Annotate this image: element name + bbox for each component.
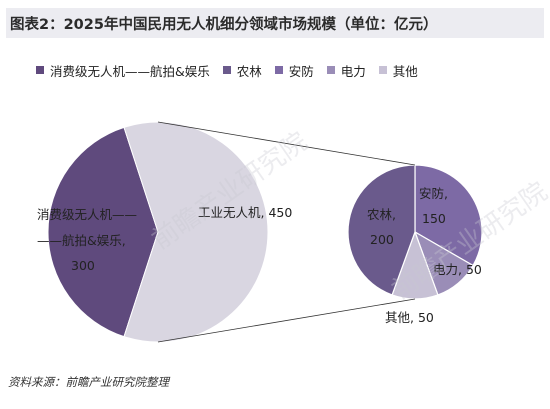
data-label-consumer-1: 消费级无人机——	[37, 207, 137, 222]
data-label-security-2: 150	[422, 211, 446, 226]
legend-swatch-power	[326, 66, 335, 74]
legend-label-security: 安防	[288, 63, 314, 79]
data-label-security-1: 安防,	[419, 186, 448, 201]
legend: 消费级无人机——航拍&娱乐 农林 安防 电力 其他	[36, 60, 536, 80]
title-bar: 图表2：2025年中国民用无人机细分领域市场规模（单位：亿元）	[6, 8, 544, 38]
legend-label-consumer: 消费级无人机——航拍&娱乐	[50, 63, 210, 79]
legend-label-power: 电力	[340, 63, 366, 79]
legend-label-agri: 农林	[236, 63, 262, 79]
chart-title: 图表2：2025年中国民用无人机细分领域市场规模（单位：亿元）	[10, 16, 438, 33]
data-label-other: 其他, 50	[385, 310, 434, 325]
legend-swatch-security	[274, 66, 283, 74]
pie-slice-consumer	[47, 126, 159, 338]
legend-item-other: 其他	[378, 61, 418, 80]
connector-line-top	[157, 121, 416, 166]
legend-swatch-other	[378, 66, 387, 74]
data-label-consumer-2: ——航拍&娱乐,	[37, 233, 126, 248]
connector-line-bottom	[157, 298, 416, 343]
data-label-agri-1: 农林,	[367, 207, 396, 222]
pie-slice-security	[414, 164, 483, 267]
source-note: 资料来源：前瞻产业研究院整理	[8, 375, 169, 389]
data-label-agri-2: 200	[370, 232, 394, 247]
data-label-consumer-3: 300	[71, 258, 95, 273]
legend-item-security: 安防	[274, 61, 314, 80]
legend-swatch-consumer	[36, 66, 44, 74]
legend-item-consumer: 消费级无人机——航拍&娱乐	[36, 61, 210, 80]
pie-slice-agri	[347, 164, 416, 296]
data-label-industrial: 工业无人机, 450	[198, 205, 292, 220]
legend-label-other: 其他	[392, 63, 418, 79]
data-label-power: 电力, 50	[433, 262, 482, 277]
legend-item-agri: 农林	[222, 61, 262, 80]
legend-item-power: 电力	[326, 61, 366, 80]
pie-slice-industrial	[123, 121, 269, 343]
legend-swatch-agri	[222, 66, 231, 74]
